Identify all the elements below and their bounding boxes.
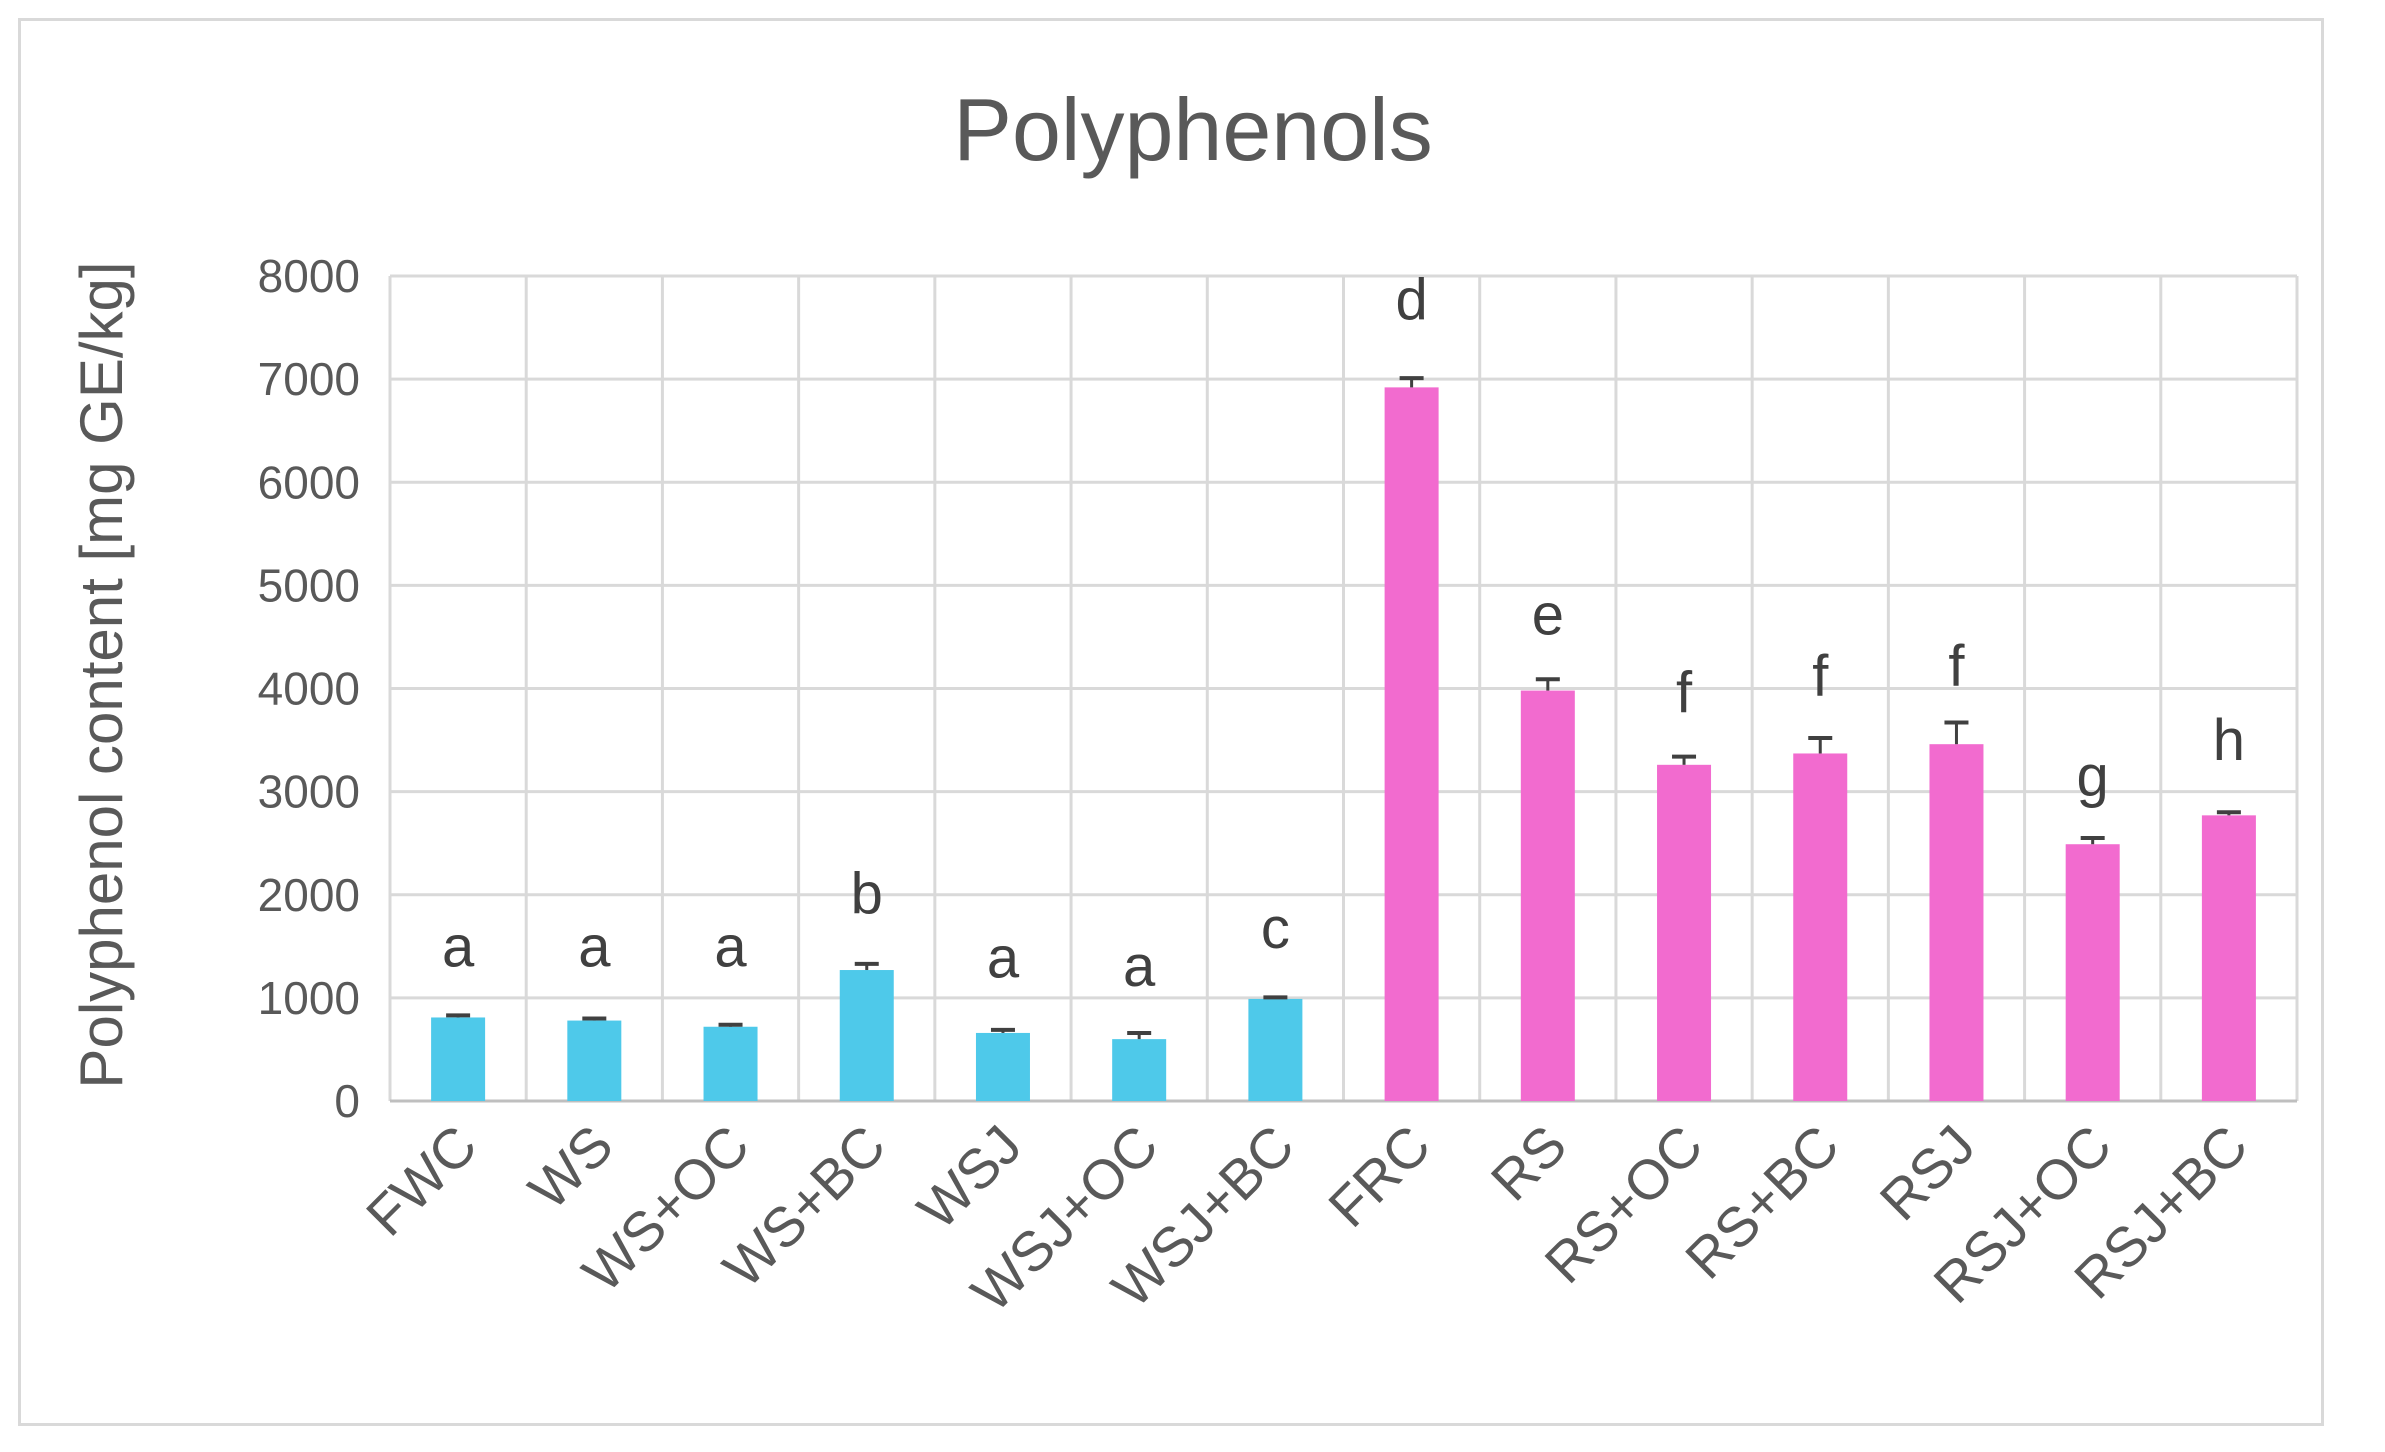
y-tick-label: 2000 — [258, 869, 360, 921]
y-tick-label: 4000 — [258, 663, 360, 715]
significance-letters: a a a b a a c d e f f f g h — [442, 268, 2245, 999]
y-axis-label: Polyphenol content [mg GE/kg] — [68, 261, 135, 1088]
bar — [2201, 815, 2256, 1101]
x-tick-label: RS+BC — [1673, 1113, 1851, 1291]
significance-letter: h — [2213, 708, 2245, 773]
significance-letter: a — [714, 914, 747, 979]
error-bars — [446, 376, 2241, 1040]
bar — [1929, 744, 1984, 1101]
bar — [1248, 998, 1303, 1101]
y-tick-label: 8000 — [258, 250, 360, 302]
bar — [2065, 844, 2120, 1101]
bar — [1793, 753, 1848, 1101]
y-tick-label: 1000 — [258, 972, 360, 1024]
x-tick-label: WSJ — [905, 1113, 1033, 1241]
bar — [1112, 1039, 1167, 1101]
significance-letter: c — [1261, 896, 1290, 961]
y-tick-label: 6000 — [258, 456, 360, 508]
bar — [431, 1017, 486, 1101]
bar — [975, 1032, 1030, 1101]
x-tick-label: FRC — [1316, 1113, 1442, 1239]
y-tick-label: 5000 — [258, 559, 360, 611]
significance-letter: g — [2077, 744, 2109, 809]
y-tick-label: 0 — [334, 1075, 360, 1127]
chart-title: Polyphenols — [953, 80, 1432, 179]
x-tick-label: RS — [1479, 1113, 1579, 1213]
bar — [703, 1026, 758, 1101]
bars — [431, 387, 2256, 1101]
significance-letter: b — [851, 862, 883, 927]
chart-frame — [18, 18, 2324, 1426]
significance-letter: e — [1532, 582, 1564, 647]
x-tick-label: RSJ — [1868, 1113, 1987, 1232]
significance-letter: f — [1676, 661, 1693, 726]
x-tick-label: WS — [516, 1113, 624, 1221]
significance-letter: f — [1812, 644, 1829, 709]
bar — [839, 970, 894, 1101]
bar — [567, 1020, 622, 1101]
gridlines — [388, 274, 2299, 1103]
significance-letter: a — [1123, 934, 1156, 999]
significance-letter: a — [442, 914, 475, 979]
significance-letter: f — [1948, 634, 1965, 699]
x-tick-label: FWC — [354, 1113, 489, 1248]
significance-letter: d — [1395, 268, 1427, 333]
bar — [1384, 387, 1439, 1101]
y-tick-label: 3000 — [258, 766, 360, 818]
y-axis-ticks: 0 1000 2000 3000 4000 5000 6000 7000 8000 — [258, 250, 360, 1127]
bar — [1657, 764, 1712, 1101]
y-tick-label: 7000 — [258, 353, 360, 405]
significance-letter: a — [987, 926, 1020, 991]
significance-letter: a — [578, 914, 611, 979]
bar — [1520, 690, 1575, 1101]
